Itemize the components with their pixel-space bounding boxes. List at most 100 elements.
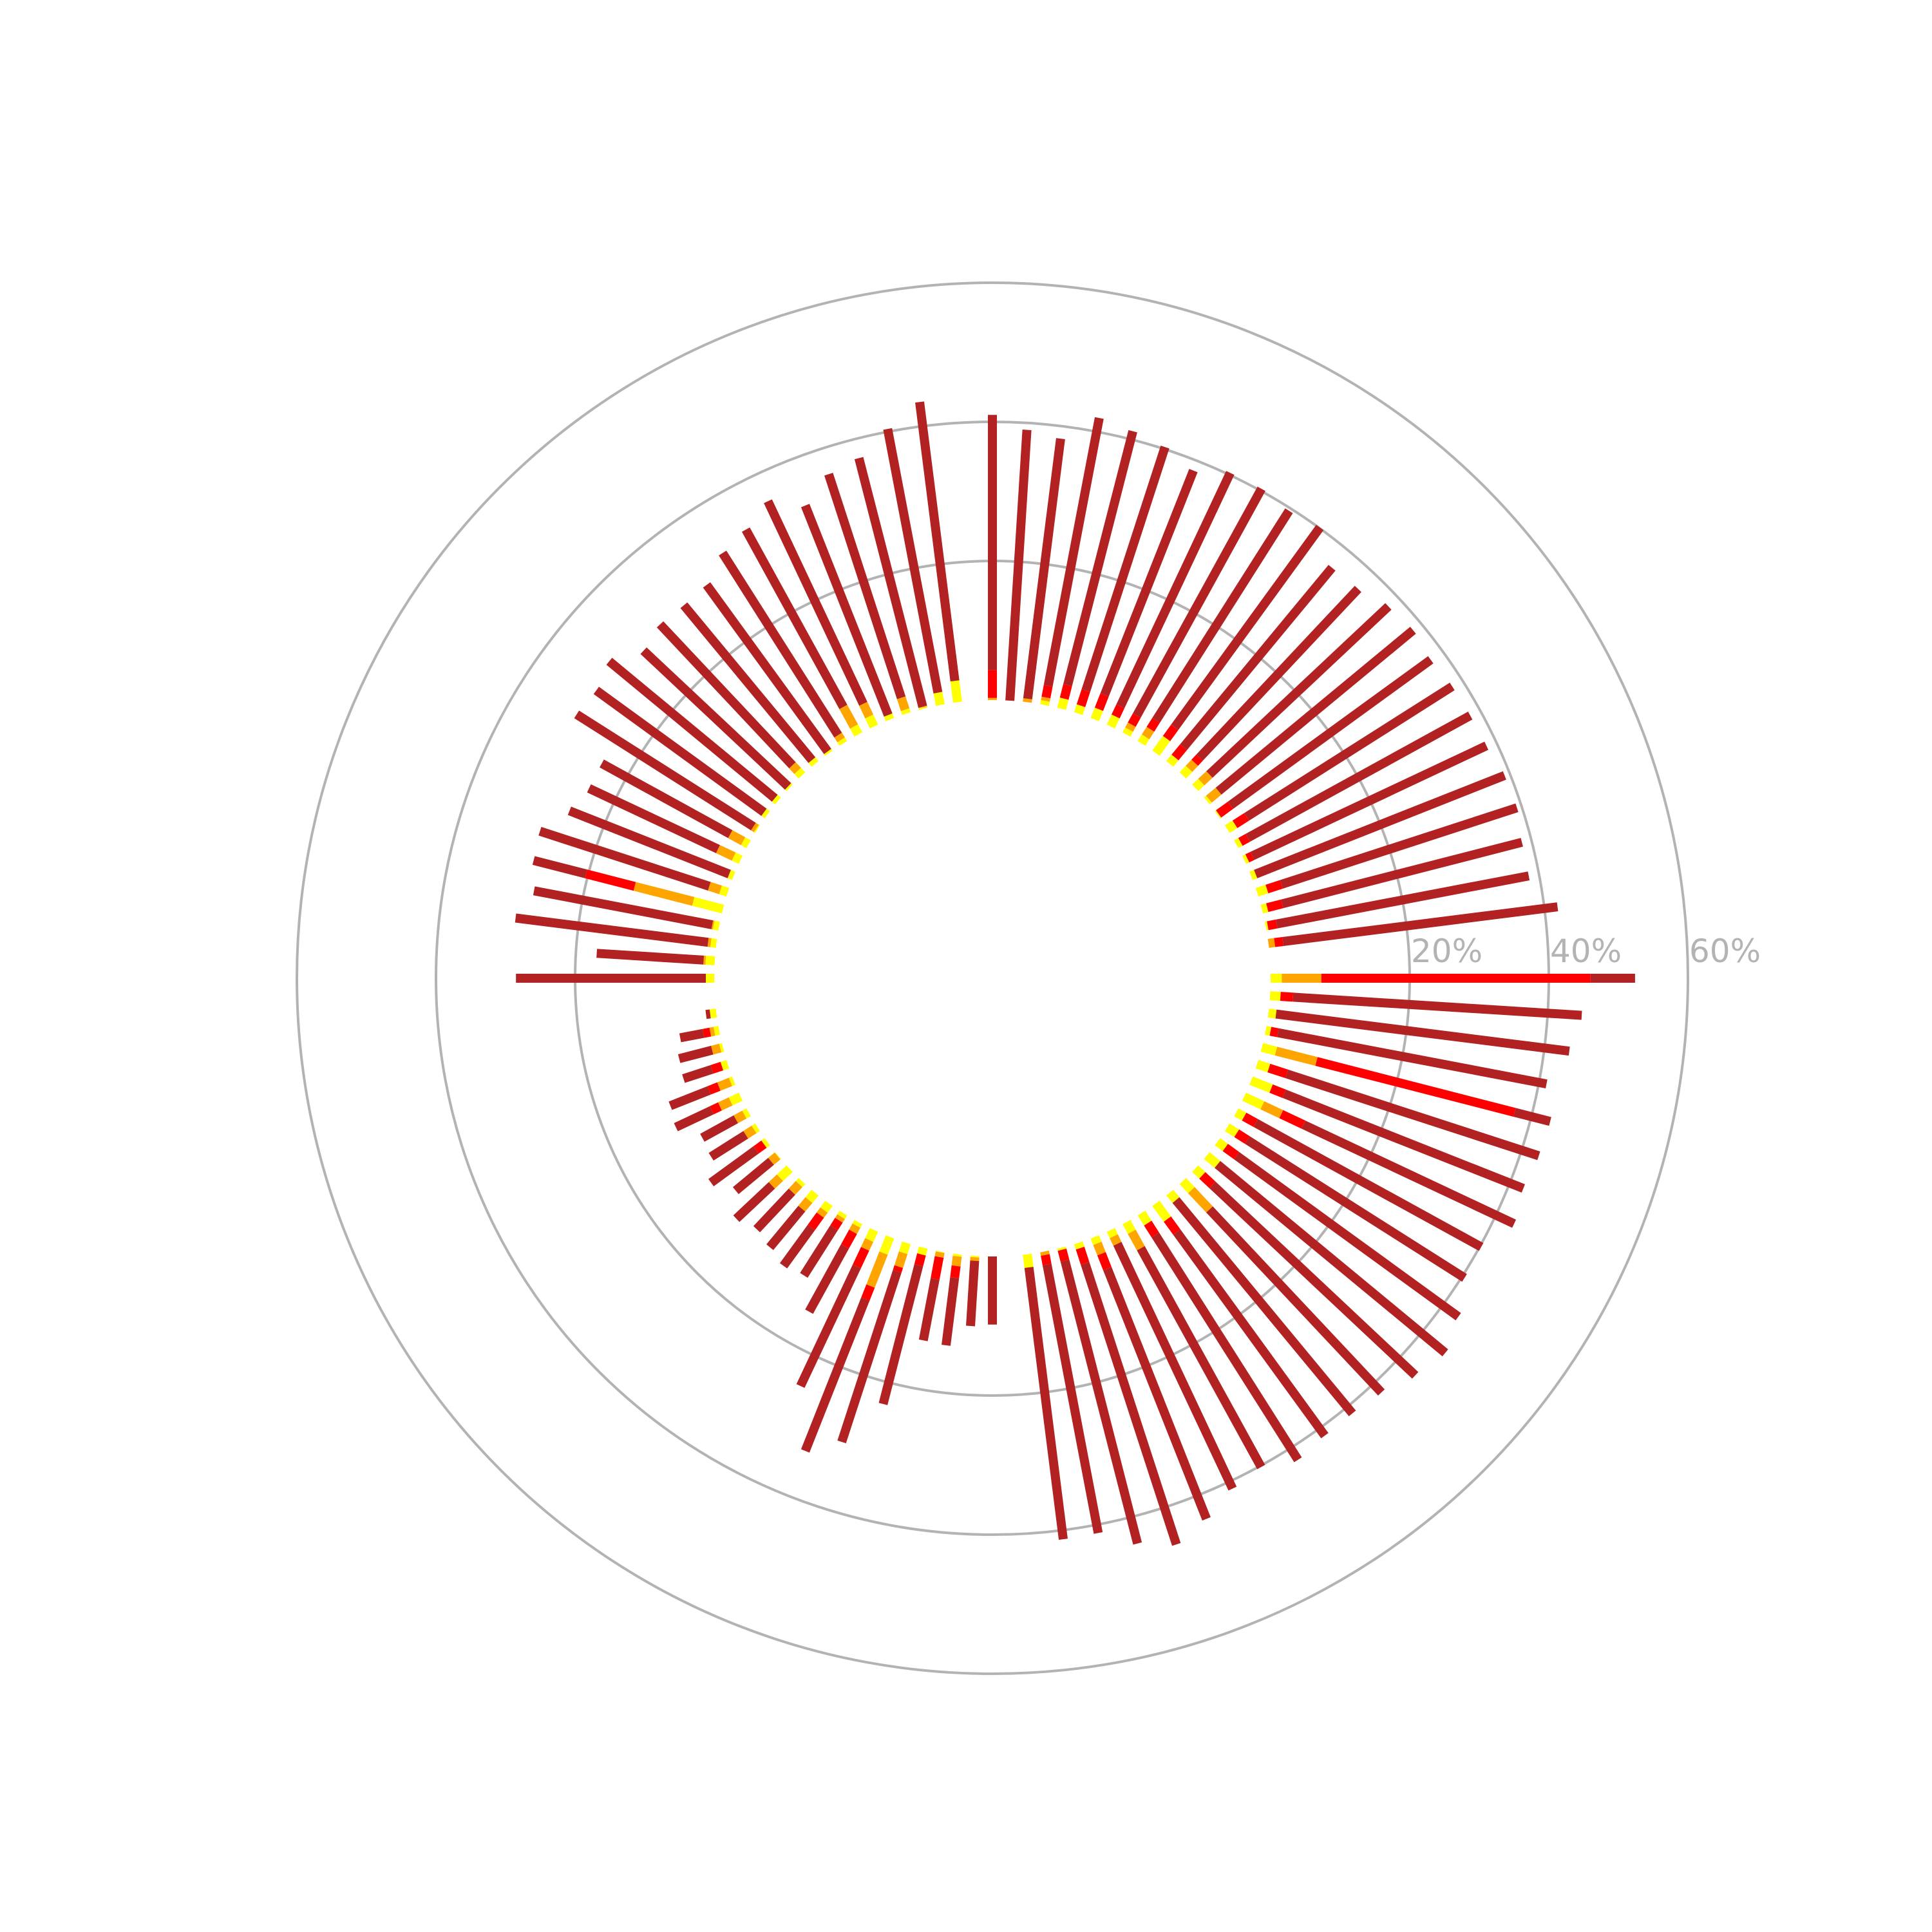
bar xyxy=(1166,565,1336,767)
bar-segment-yellow xyxy=(720,1059,730,1071)
bar-segment-red xyxy=(1265,880,1283,894)
bar xyxy=(1224,1123,1467,1282)
bar-segment-yellow xyxy=(884,713,895,721)
bar xyxy=(764,499,878,729)
bar-segment-red xyxy=(1171,744,1188,761)
bar xyxy=(1152,1200,1329,1439)
bar-segment-yellow xyxy=(1023,1253,1034,1268)
bar xyxy=(883,428,945,706)
bar-segment-red xyxy=(1041,1254,1052,1265)
bar-segment-darkred xyxy=(1282,1089,1525,1193)
bar-segment-darkred xyxy=(1196,585,1361,761)
bar-segment-darkred xyxy=(708,1131,748,1161)
bar-segment-darkred xyxy=(1171,524,1324,730)
bar-segment-red xyxy=(1191,754,1203,766)
bar-segment-darkred xyxy=(600,759,733,838)
bar-segment-red xyxy=(840,1229,857,1249)
bar-segment-yellow xyxy=(1267,1009,1277,1019)
bar-segment-darkred xyxy=(1285,1069,1540,1160)
bar-segment-darkred xyxy=(1100,469,1198,697)
bar-segment-red xyxy=(1146,717,1160,732)
bar-segment-red xyxy=(1097,1252,1112,1271)
bar xyxy=(596,949,715,965)
bar xyxy=(680,602,819,767)
bar-segment-darkred xyxy=(593,687,767,816)
bar-segment-orange xyxy=(1206,788,1222,803)
bar-segment-orange xyxy=(1023,698,1032,703)
bar-segment-yellow xyxy=(952,1253,962,1257)
bar-segment-yellow xyxy=(820,1200,833,1213)
bar-segment-darkred xyxy=(682,1065,714,1083)
bar xyxy=(1204,627,1416,805)
bar-segment-darkred xyxy=(1215,627,1416,795)
bar-segment-red xyxy=(1111,704,1125,719)
bar xyxy=(532,856,724,914)
bar xyxy=(1179,1178,1385,1396)
bar-segment-yellow xyxy=(1224,820,1238,833)
bar-segment-yellow xyxy=(837,1211,848,1219)
bar-segment-orange xyxy=(709,1027,715,1037)
bar xyxy=(679,1026,721,1043)
bar-segment-yellow xyxy=(1224,1123,1240,1137)
bar-segment-red xyxy=(1057,1248,1070,1262)
bar-segment-orange xyxy=(707,938,712,947)
bar xyxy=(515,913,717,948)
bar-segment-darkred xyxy=(915,401,960,682)
bar-segment-yellow xyxy=(1137,734,1150,746)
bar xyxy=(800,1211,848,1278)
bar-segment-darkred xyxy=(800,1297,870,1453)
bar-group-bottom-left xyxy=(668,1009,997,1453)
bar-segment-red xyxy=(1238,833,1250,846)
bar-segment-yellow xyxy=(1204,795,1212,805)
bar-segment-yellow xyxy=(713,1026,721,1036)
bar-segment-darkred xyxy=(942,1277,960,1346)
bar-segment-orange xyxy=(768,1152,781,1165)
bar xyxy=(1269,991,1582,1020)
bar-segment-darkred xyxy=(1063,430,1137,687)
bar-segment-yellow xyxy=(1090,1235,1102,1245)
bar-segment-red xyxy=(585,869,636,891)
bar-segment-red xyxy=(707,1082,721,1095)
bar-segment-orange xyxy=(1110,1234,1122,1246)
bar-segment-yellow xyxy=(784,782,793,791)
bar-segment-yellow xyxy=(742,1108,751,1119)
bar-segment-yellow xyxy=(1152,735,1171,756)
bar-segment-red xyxy=(1094,693,1109,711)
bar-segment-yellow xyxy=(752,1123,760,1133)
bar-segment-yellow xyxy=(837,737,848,746)
bar-segment-orange xyxy=(839,705,858,729)
bar xyxy=(1204,1152,1448,1357)
bar-segment-red xyxy=(808,1212,824,1231)
bar-segment-red xyxy=(1059,684,1072,700)
bar-segment-yellow xyxy=(728,1076,735,1086)
bar xyxy=(753,1178,806,1233)
bar-segment-orange xyxy=(835,1214,846,1223)
bar-segment-darkred xyxy=(1254,771,1506,878)
bar xyxy=(1179,585,1361,779)
bar-segment-red xyxy=(1280,992,1294,1002)
bar-segment-orange xyxy=(1260,1101,1283,1119)
bar-segment-yellow xyxy=(950,680,962,703)
bar xyxy=(1166,1189,1356,1417)
bar-segment-orange xyxy=(834,732,845,743)
bar xyxy=(1249,771,1506,880)
bar-segment-orange xyxy=(1093,1242,1106,1256)
bar-segment-yellow xyxy=(794,768,806,779)
bar xyxy=(837,1241,911,1444)
bar xyxy=(800,1235,895,1453)
bar xyxy=(593,687,770,819)
bar-segment-yellow xyxy=(933,692,945,706)
bar-segment-red xyxy=(1274,937,1283,947)
bar-segment-yellow xyxy=(1192,779,1205,791)
bar-segment-darkred xyxy=(741,527,848,710)
bar-segment-yellow xyxy=(1090,707,1103,721)
bar-segment-yellow xyxy=(1179,766,1193,779)
bar-segment-yellow xyxy=(741,837,751,849)
bar-segment-orange xyxy=(860,1238,874,1251)
bar-segment-red xyxy=(853,1247,869,1269)
bar-segment-darkred xyxy=(733,1182,775,1222)
bar-segment-yellow xyxy=(774,1152,781,1160)
bar xyxy=(705,1009,717,1019)
bar xyxy=(1264,871,1530,931)
